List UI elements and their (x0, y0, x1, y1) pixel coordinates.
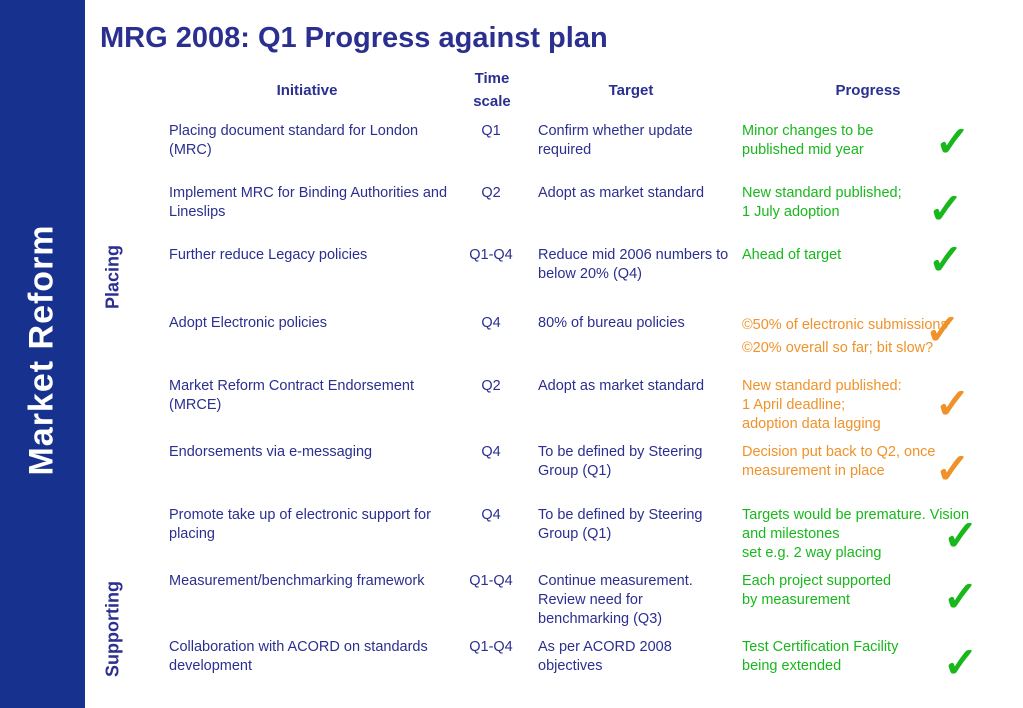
progress-cell: Test Certification Facility being extend… (742, 639, 899, 674)
checkmark-icon: ✓ (943, 511, 979, 560)
checkmark-icon: ✓ (928, 184, 964, 233)
timescale-cell: Q2 (481, 378, 501, 394)
checkmark-icon: ✓ (943, 572, 979, 621)
initiative-cell: Collaboration with ACORD on standards de… (169, 639, 428, 674)
group-label-placing: Placing (102, 244, 123, 310)
target-cell: Adopt as market standard (538, 378, 705, 394)
header-timescale: Time scale (473, 70, 511, 110)
progress-cell: Each project supported by measurement (742, 573, 892, 608)
initiative-cell: Market Reform Contract Endorsement (MRCE… (169, 378, 414, 413)
target-cell: As per ACORD 2008 objectives (538, 639, 672, 674)
timescale-cell: Q1-Q4 (469, 247, 513, 263)
group-label-supporting: Supporting (102, 581, 123, 677)
target-cell: To be defined by Steering Group (Q1) (538, 444, 703, 479)
timescale-cell: Q1-Q4 (469, 639, 513, 655)
target-cell: Continue measurement. Review need for be… (538, 573, 693, 627)
header-initiative: Initiative (276, 82, 338, 99)
checkmark-icon: ✓ (925, 305, 961, 354)
initiative-cell: Adopt Electronic policies (169, 315, 327, 331)
progress-cell: Ahead of target (742, 247, 842, 263)
timescale-cell: Q1-Q4 (469, 573, 513, 589)
progress-cell: Minor changes to be published mid year (742, 123, 874, 158)
target-cell: Reduce mid 2006 numbers to below 20% (Q4… (538, 247, 729, 282)
header-progress: Progress (835, 82, 901, 99)
timescale-cell: Q2 (481, 185, 501, 201)
progress-cell: Targets would be premature. Vision and m… (742, 507, 970, 561)
target-cell: Confirm whether update required (538, 123, 693, 158)
initiative-cell: Measurement/benchmarking framework (169, 573, 425, 589)
header-target: Target (608, 82, 654, 99)
initiative-cell: Further reduce Legacy policies (169, 247, 368, 263)
checkmark-icon: ✓ (928, 235, 964, 284)
timescale-cell: Q4 (481, 315, 501, 331)
target-cell: Adopt as market standard (538, 185, 705, 201)
checkmark-icon: ✓ (935, 117, 971, 166)
checkmark-icon: ✓ (943, 638, 979, 687)
target-cell: To be defined by Steering Group (Q1) (538, 507, 703, 542)
sidebar-band: Market Reform (0, 0, 85, 708)
target-cell: 80% of bureau policies (538, 315, 685, 331)
checkmark-icon: ✓ (935, 444, 971, 493)
progress-cell: Decision put back to Q2, once measuremen… (742, 444, 936, 479)
checkmark-icon: ✓ (935, 379, 971, 428)
initiative-cell: Placing document standard for London (MR… (169, 123, 419, 158)
timescale-cell: Q4 (481, 444, 501, 460)
sidebar-title: Market Reform (22, 224, 61, 476)
initiative-cell: Promote take up of electronic support fo… (169, 507, 431, 542)
progress-cell: New standard published: 1 April deadline… (742, 378, 902, 432)
initiative-cell: Implement MRC for Binding Authorities an… (169, 185, 448, 220)
page-title: MRG 2008: Q1 Progress against plan (100, 22, 608, 54)
progress-cell: ©50% of electronic submissions ©20% over… (742, 317, 948, 356)
progress-cell: New standard published; 1 July adoption (742, 185, 902, 220)
initiative-cell: Endorsements via e-messaging (169, 444, 373, 460)
timescale-cell: Q1 (481, 123, 501, 139)
timescale-cell: Q4 (481, 507, 501, 523)
